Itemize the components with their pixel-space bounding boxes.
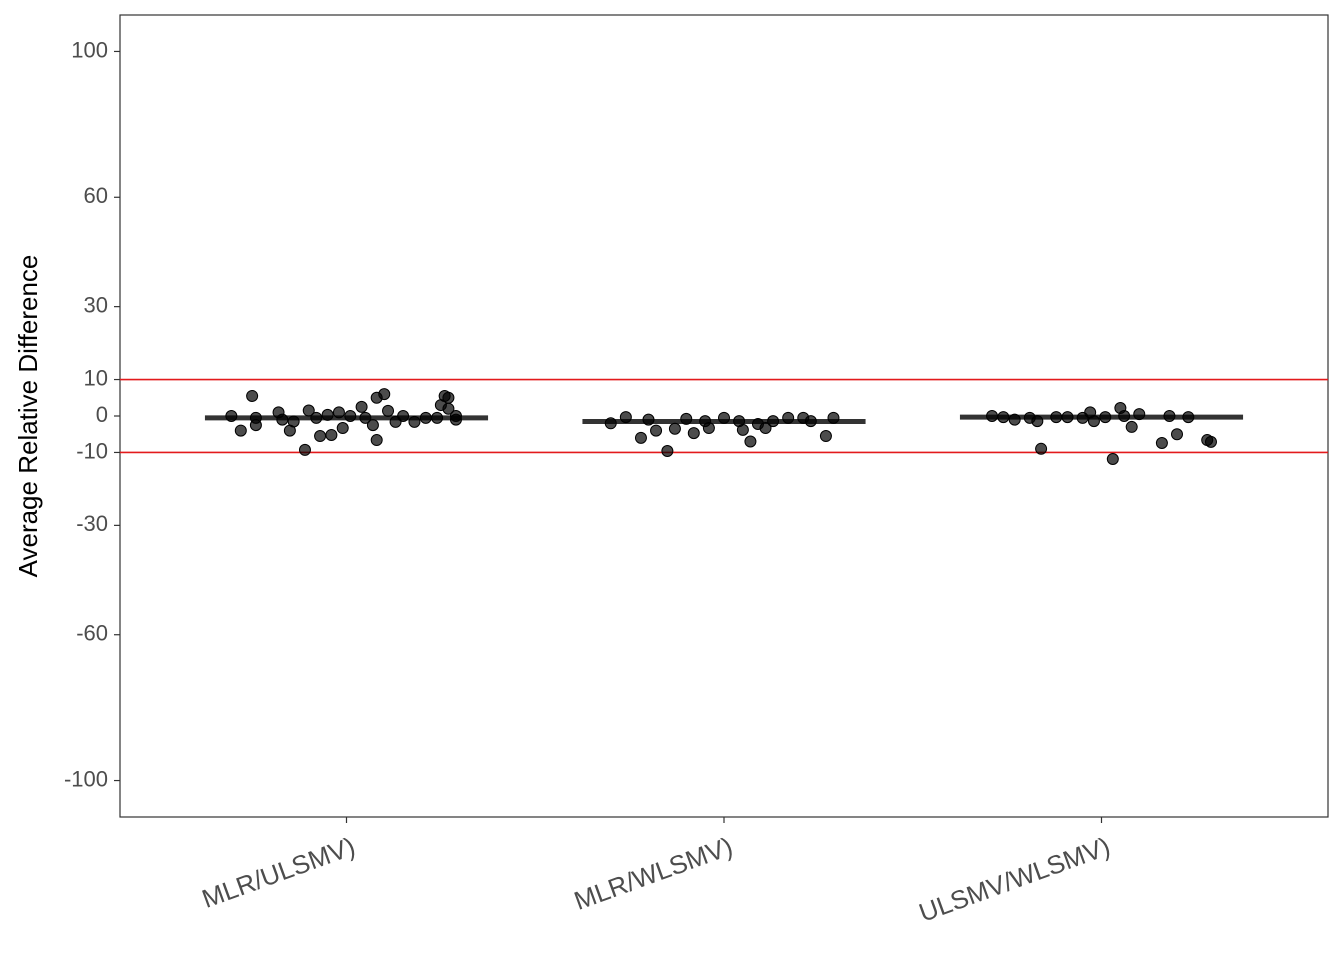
point [302, 404, 315, 417]
point [225, 410, 238, 422]
point [325, 428, 338, 441]
y-tick-label: 0 [96, 402, 108, 427]
point [1099, 411, 1112, 424]
point [736, 423, 749, 436]
point [782, 411, 795, 424]
point [759, 422, 772, 435]
x-tick-label: MLR/WLSMV) [570, 831, 736, 916]
point [408, 415, 421, 428]
point [397, 410, 410, 422]
point [310, 411, 323, 424]
x-tick-label: ULSMV/WLSMV) [915, 831, 1114, 928]
point [702, 422, 715, 435]
point [1133, 408, 1146, 421]
point [819, 430, 832, 443]
point [997, 411, 1010, 424]
point [287, 415, 300, 428]
point [332, 406, 345, 419]
y-axis-title: Average Relative Difference [13, 255, 43, 578]
point [827, 411, 840, 424]
point [804, 415, 817, 428]
point [449, 410, 462, 422]
point [661, 444, 674, 457]
y-tick-label: 30 [84, 292, 108, 317]
point [986, 410, 999, 422]
point [431, 411, 444, 424]
point [1163, 410, 1176, 422]
point [442, 391, 455, 404]
point [744, 435, 757, 448]
point [668, 422, 681, 435]
y-tick-label: -30 [76, 511, 108, 536]
point [1035, 442, 1048, 455]
point [234, 424, 247, 437]
point [370, 434, 383, 447]
point [1182, 411, 1195, 424]
y-tick-label: 60 [84, 183, 108, 208]
point [1061, 411, 1074, 424]
point [246, 389, 259, 402]
point [680, 412, 693, 425]
point [355, 400, 368, 413]
point [650, 424, 663, 437]
point [249, 411, 262, 424]
point [314, 430, 327, 443]
point [1171, 428, 1183, 441]
y-tick-label: -10 [76, 438, 108, 463]
y-tick-label: 10 [84, 365, 108, 390]
point [366, 419, 379, 432]
point [1008, 413, 1021, 426]
point [718, 411, 730, 424]
point [1118, 410, 1131, 422]
point [321, 408, 334, 421]
point [642, 413, 655, 426]
y-tick-label: -100 [64, 766, 108, 791]
point [276, 413, 289, 426]
point [687, 427, 700, 440]
point [1155, 436, 1168, 449]
point [378, 388, 391, 401]
point [336, 422, 349, 435]
point [1125, 420, 1138, 433]
point [604, 417, 617, 430]
point [382, 404, 395, 417]
point [1050, 411, 1063, 424]
point [419, 411, 432, 424]
point [1106, 453, 1119, 466]
point [1031, 415, 1044, 428]
x-tick-label: MLR/ULSMV) [198, 831, 359, 914]
point [634, 431, 647, 444]
point [767, 415, 780, 428]
y-tick-label: 100 [71, 37, 108, 62]
point [344, 410, 357, 422]
point [619, 411, 632, 424]
y-tick-label: -60 [76, 621, 108, 646]
point [1204, 435, 1217, 448]
point [1087, 415, 1100, 428]
point [298, 443, 311, 456]
point [442, 402, 455, 415]
point [359, 411, 372, 424]
